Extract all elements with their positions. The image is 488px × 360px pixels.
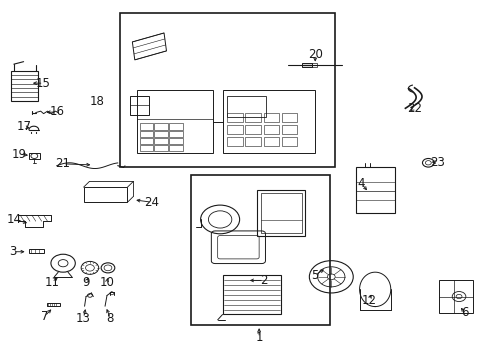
Text: 24: 24 bbox=[144, 196, 159, 209]
Bar bbox=[260, 193, 301, 233]
Text: 12: 12 bbox=[361, 294, 376, 307]
Bar bbox=[256, 190, 305, 236]
Bar bbox=[11, 71, 38, 101]
Bar bbox=[140, 131, 153, 137]
Bar bbox=[281, 113, 297, 122]
Bar bbox=[137, 90, 212, 153]
Text: 19: 19 bbox=[12, 148, 27, 161]
Text: 17: 17 bbox=[17, 121, 32, 134]
Bar bbox=[222, 90, 315, 153]
Bar bbox=[168, 145, 182, 151]
Bar bbox=[130, 96, 149, 116]
Text: 11: 11 bbox=[44, 276, 59, 289]
Text: 4: 4 bbox=[357, 177, 365, 190]
Bar bbox=[281, 137, 297, 146]
Bar bbox=[227, 137, 243, 146]
Bar bbox=[190, 175, 329, 325]
Bar bbox=[438, 280, 472, 313]
Bar bbox=[263, 125, 279, 134]
Text: 15: 15 bbox=[36, 77, 51, 90]
Bar bbox=[245, 125, 261, 134]
Bar bbox=[263, 113, 279, 122]
Text: 21: 21 bbox=[56, 157, 70, 170]
Text: 8: 8 bbox=[106, 311, 114, 325]
Bar bbox=[245, 113, 261, 122]
Bar bbox=[281, 125, 297, 134]
Bar bbox=[120, 13, 334, 167]
Bar bbox=[168, 123, 182, 130]
Bar bbox=[227, 113, 243, 122]
Text: 2: 2 bbox=[260, 274, 267, 287]
Text: 13: 13 bbox=[76, 311, 91, 325]
Text: 20: 20 bbox=[307, 48, 322, 61]
Bar bbox=[29, 153, 40, 159]
Bar bbox=[227, 96, 266, 117]
Bar bbox=[222, 275, 281, 315]
Text: 1: 1 bbox=[255, 331, 263, 344]
Text: 3: 3 bbox=[9, 245, 17, 258]
Text: 22: 22 bbox=[406, 102, 421, 115]
Bar bbox=[47, 303, 60, 306]
Bar bbox=[168, 138, 182, 144]
Text: 6: 6 bbox=[460, 306, 468, 319]
Bar bbox=[227, 125, 243, 134]
Bar bbox=[83, 187, 127, 202]
Text: 9: 9 bbox=[82, 276, 90, 289]
Bar bbox=[154, 131, 167, 137]
Bar bbox=[311, 63, 316, 67]
Bar bbox=[154, 138, 167, 144]
Bar bbox=[245, 137, 261, 146]
Text: 7: 7 bbox=[41, 310, 48, 323]
Text: 10: 10 bbox=[100, 276, 114, 289]
Bar bbox=[168, 131, 182, 137]
Bar bbox=[154, 145, 167, 151]
Bar bbox=[154, 123, 167, 130]
Bar bbox=[302, 63, 311, 67]
Bar bbox=[140, 123, 153, 130]
Text: 18: 18 bbox=[90, 95, 104, 108]
Bar bbox=[140, 138, 153, 144]
Text: 16: 16 bbox=[49, 105, 64, 118]
Bar bbox=[29, 249, 43, 253]
Text: 5: 5 bbox=[311, 269, 318, 282]
Bar bbox=[355, 167, 394, 213]
Bar bbox=[263, 137, 279, 146]
Text: 23: 23 bbox=[429, 156, 444, 168]
Bar bbox=[140, 145, 153, 151]
Text: 14: 14 bbox=[7, 213, 22, 226]
